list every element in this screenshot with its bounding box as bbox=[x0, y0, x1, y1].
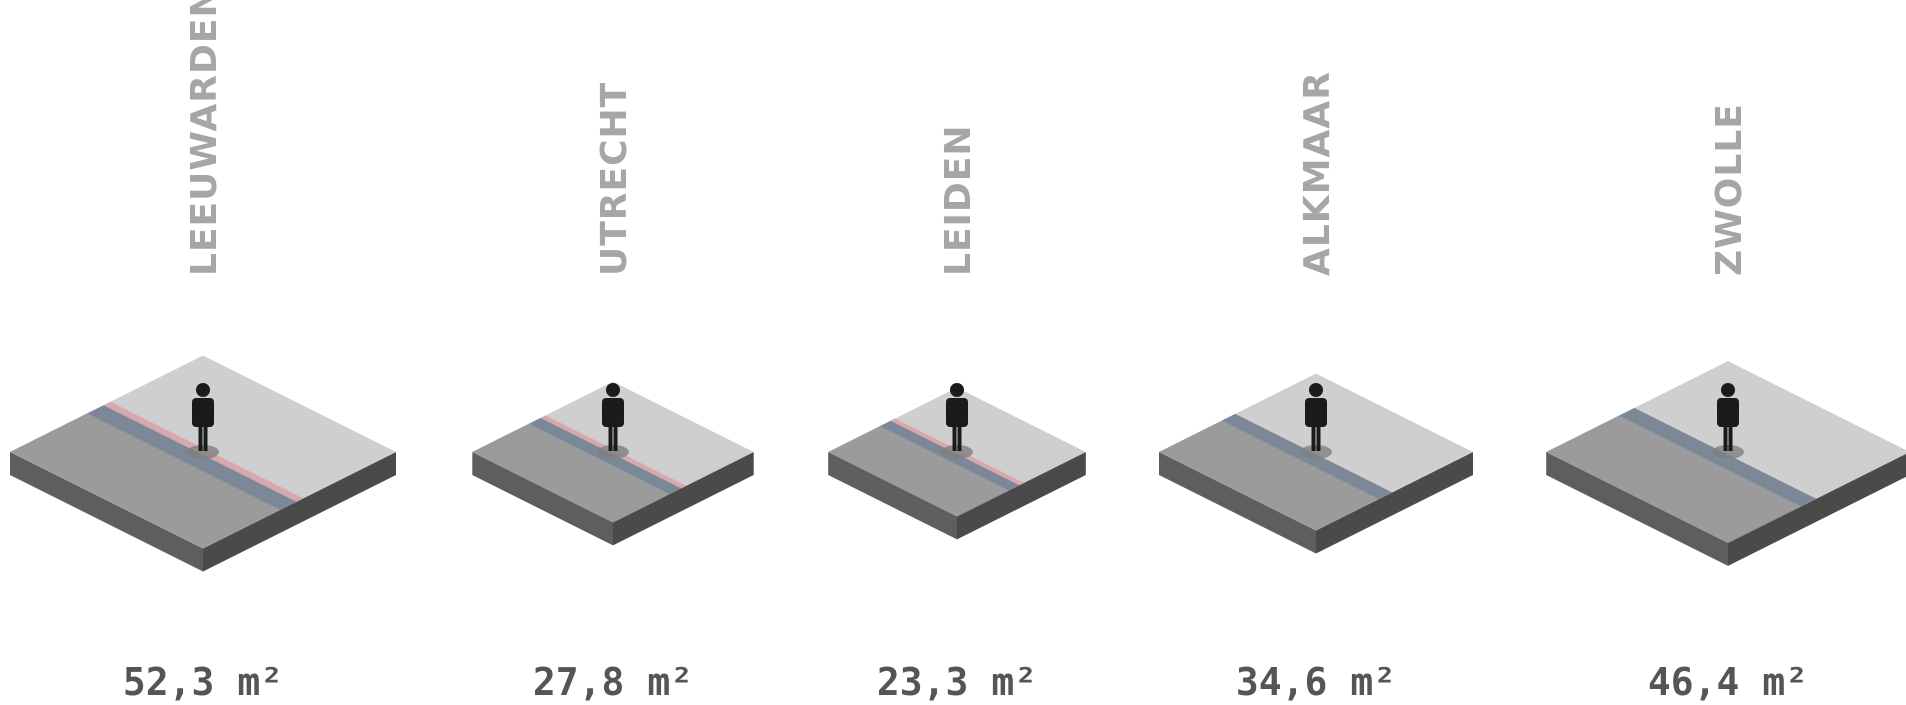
slab-leeuwarden bbox=[10, 355, 396, 572]
person-icon bbox=[187, 383, 219, 459]
area-value: 23,3 bbox=[877, 660, 991, 704]
city-label: LEIDEN bbox=[938, 124, 979, 276]
person-icon bbox=[1300, 383, 1332, 459]
slab-side-right bbox=[613, 452, 754, 546]
slab-side-left bbox=[828, 452, 957, 540]
area-value: 46,4 bbox=[1648, 660, 1762, 704]
slab-side-left bbox=[1546, 452, 1728, 566]
city-label: ZWOLLE bbox=[1709, 103, 1750, 276]
slab-side-right bbox=[1728, 453, 1906, 566]
area-value-label: 27,8 m² bbox=[533, 660, 693, 704]
slab-top-road bbox=[10, 413, 281, 549]
person-icon bbox=[1712, 383, 1744, 459]
city-label: UTRECHT bbox=[594, 82, 635, 276]
slab-side-left bbox=[1159, 452, 1316, 554]
area-value: 34,6 bbox=[1236, 660, 1350, 704]
slab-alkmaar bbox=[1159, 373, 1473, 554]
area-unit: m² bbox=[647, 660, 693, 704]
area-value: 27,8 bbox=[533, 660, 647, 704]
slab-utrecht bbox=[472, 381, 754, 546]
area-unit: m² bbox=[1350, 660, 1396, 704]
slab-side-left bbox=[472, 452, 613, 546]
city-label: ALKMAAR bbox=[1297, 71, 1338, 276]
slab-side-right bbox=[1316, 452, 1473, 554]
city-label: LEEUWARDEN bbox=[184, 0, 225, 276]
slab-leiden bbox=[828, 383, 1086, 540]
area-value-label: 46,4 m² bbox=[1648, 660, 1808, 704]
slab-side-right bbox=[957, 452, 1086, 540]
area-value-label: 23,3 m² bbox=[877, 660, 1037, 704]
slab-side-right bbox=[203, 452, 396, 572]
slab-top-road bbox=[828, 426, 1009, 517]
slab-zwolle bbox=[1546, 361, 1906, 566]
area-value-label: 52,3 m² bbox=[123, 660, 283, 704]
area-unit: m² bbox=[1762, 660, 1808, 704]
slab-top-road bbox=[472, 423, 670, 523]
slab-top-road bbox=[1159, 420, 1379, 531]
person-icon bbox=[597, 383, 629, 459]
slab-top-bike-lane bbox=[87, 405, 297, 510]
area-unit: m² bbox=[991, 660, 1037, 704]
area-unit: m² bbox=[237, 660, 283, 704]
area-value: 52,3 bbox=[123, 660, 237, 704]
slab-top-road bbox=[1546, 415, 1801, 543]
area-value-label: 34,6 m² bbox=[1236, 660, 1396, 704]
slab-side-left bbox=[10, 452, 203, 572]
person-icon bbox=[941, 383, 973, 459]
